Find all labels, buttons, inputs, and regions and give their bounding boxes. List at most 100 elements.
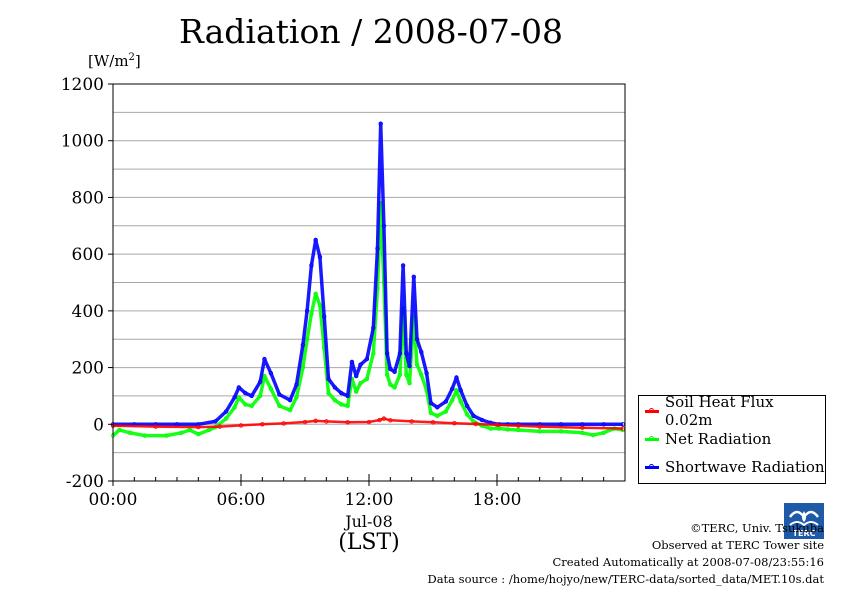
data-point-net-radiation	[258, 393, 263, 399]
data-point-shortwave-radiation	[262, 356, 267, 362]
y-tick-label: 200	[72, 359, 104, 379]
data-point-shortwave-radiation	[407, 363, 412, 369]
x-axis-ticks: 00:00 06:00 12:00 18:00	[89, 474, 605, 510]
y-tick-label: 1200	[61, 75, 104, 95]
data-point-shortwave-radiation	[464, 403, 470, 409]
legend-item-shortwave-radiation: Shortwave Radiation	[645, 456, 825, 478]
data-point-shortwave-radiation	[277, 392, 282, 397]
data-point-shortwave-radiation	[249, 393, 254, 399]
data-point-net-radiation	[164, 433, 169, 438]
legend-swatch-soil-heat-flux	[645, 407, 659, 413]
data-point-shortwave-radiation	[428, 400, 434, 406]
data-point-net-radiation	[558, 429, 564, 434]
data-point-net-radiation	[236, 395, 242, 400]
data-point-net-radiation	[580, 430, 585, 435]
data-point-soil-heat-flux-0-02m	[196, 424, 201, 430]
data-point-soil-heat-flux-0-02m	[345, 420, 350, 425]
data-point-net-radiation	[392, 385, 397, 390]
series-line-net-radiation	[111, 201, 624, 438]
data-point-net-radiation	[464, 412, 470, 417]
data-point-net-radiation	[294, 395, 299, 400]
legend: Soil Heat Flux 0.02m Net Radiation Short…	[638, 393, 826, 484]
x-axis-date-label: Jul-08	[345, 512, 393, 531]
data-point-net-radiation	[196, 432, 201, 437]
y-tick-label: -200	[66, 472, 104, 492]
data-point-soil-heat-flux-0-02m	[409, 419, 414, 424]
legend-item-net-radiation: Net Radiation	[645, 428, 771, 450]
data-point-soil-heat-flux-0-02m	[452, 420, 457, 426]
y-tick-label: 0	[93, 415, 104, 435]
data-point-net-radiation	[358, 380, 363, 386]
legend-label-net-radiation: Net Radiation	[665, 430, 772, 448]
data-point-net-radiation	[419, 372, 424, 377]
data-point-net-radiation	[488, 426, 493, 431]
data-point-shortwave-radiation	[345, 393, 350, 399]
legend-swatch-shortwave-radiation	[645, 463, 659, 469]
credit-copyright: ©TERC, Univ. Tsukuba	[690, 521, 824, 535]
data-point-shortwave-radiation	[213, 419, 218, 424]
data-point-shortwave-radiation	[313, 237, 318, 243]
data-point-soil-heat-flux-0-02m	[238, 423, 244, 428]
data-point-shortwave-radiation	[322, 314, 327, 319]
data-point-net-radiation	[127, 430, 133, 435]
legend-swatch-net-radiation	[645, 435, 659, 441]
credit-observed: Observed at TERC Tower site	[651, 538, 824, 552]
data-point-shortwave-radiation	[411, 274, 416, 280]
data-point-shortwave-radiation	[354, 373, 359, 379]
data-point-net-radiation	[516, 427, 521, 433]
data-point-soil-heat-flux-0-02m	[494, 422, 500, 428]
data-point-shortwave-radiation	[358, 362, 363, 367]
data-point-shortwave-radiation	[375, 246, 380, 251]
data-point-shortwave-radiation	[479, 417, 485, 423]
y-axis-unit-label: [W/m2]	[88, 52, 141, 70]
data-point-soil-heat-flux-0-02m	[153, 424, 158, 429]
data-point-net-radiation	[223, 416, 229, 421]
data-point-shortwave-radiation	[317, 254, 323, 260]
chart-title: Radiation / 2008-07-08	[179, 12, 563, 51]
data-point-net-radiation	[249, 403, 254, 409]
data-point-soil-heat-flux-0-02m	[281, 421, 286, 426]
data-point-shortwave-radiation	[232, 395, 237, 400]
data-point-shortwave-radiation	[450, 386, 455, 392]
data-point-net-radiation	[590, 432, 596, 438]
legend-label-shortwave-radiation: Shortwave Radiation	[665, 458, 825, 476]
data-point-shortwave-radiation	[243, 390, 248, 396]
data-point-shortwave-radiation	[300, 342, 306, 348]
data-point-net-radiation	[435, 413, 440, 418]
data-point-net-radiation	[142, 433, 148, 438]
data-point-shortwave-radiation	[384, 351, 390, 356]
unit-label-prefix: [W/m	[88, 52, 129, 70]
data-point-net-radiation	[388, 382, 393, 387]
y-tick-label: 1000	[61, 132, 104, 152]
data-point-net-radiation	[371, 351, 376, 356]
data-point-net-radiation	[443, 409, 448, 414]
data-point-net-radiation	[287, 407, 293, 413]
data-point-shortwave-radiation	[304, 308, 310, 314]
x-tick-label: 00:00	[89, 490, 138, 510]
data-point-net-radiation	[117, 427, 122, 433]
data-point-soil-heat-flux-0-02m	[313, 418, 318, 424]
data-point-net-radiation	[179, 430, 184, 435]
data-point-net-radiation	[428, 410, 434, 416]
x-tick-label: 06:00	[217, 490, 266, 510]
data-point-net-radiation	[313, 291, 318, 297]
data-point-shortwave-radiation	[443, 399, 448, 404]
data-point-net-radiation	[332, 397, 338, 403]
data-point-soil-heat-flux-0-02m	[388, 418, 393, 423]
data-point-soil-heat-flux-0-02m	[473, 421, 478, 427]
x-tick-label: 18:00	[473, 490, 522, 510]
data-point-net-radiation	[364, 376, 370, 382]
data-point-shortwave-radiation	[294, 382, 299, 387]
data-point-soil-heat-flux-0-02m	[302, 419, 308, 425]
data-point-soil-heat-flux-0-02m	[537, 424, 542, 429]
data-point-net-radiation	[345, 403, 350, 409]
data-point-shortwave-radiation	[400, 263, 406, 268]
data-point-shortwave-radiation	[236, 385, 242, 390]
data-point-soil-heat-flux-0-02m	[366, 419, 372, 425]
series-line-shortwave-radiation	[113, 121, 623, 427]
data-point-soil-heat-flux-0-02m	[381, 416, 387, 421]
data-point-net-radiation	[354, 389, 359, 394]
data-point-net-radiation	[232, 405, 237, 410]
data-point-net-radiation	[397, 372, 403, 377]
terc-logo: TERC	[784, 503, 824, 539]
